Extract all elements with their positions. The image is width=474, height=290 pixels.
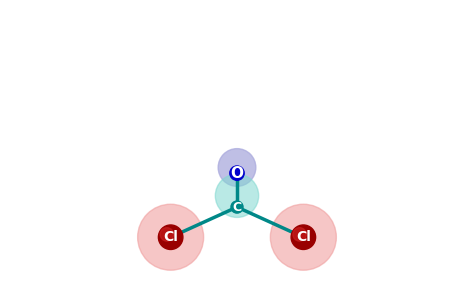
- Text: O: O: [230, 166, 244, 181]
- Ellipse shape: [291, 225, 316, 249]
- Text: C: C: [232, 201, 242, 213]
- Text: Phosgene (COCl₂) Lewis dot structure, molecular geometry or
shape, electron geom: Phosgene (COCl₂) Lewis dot structure, mo…: [6, 24, 468, 73]
- Text: Cl: Cl: [296, 230, 311, 244]
- Text: Cl: Cl: [163, 230, 178, 244]
- Ellipse shape: [270, 204, 337, 270]
- Ellipse shape: [230, 166, 244, 180]
- Ellipse shape: [231, 201, 243, 213]
- Ellipse shape: [160, 228, 173, 241]
- Ellipse shape: [215, 174, 259, 218]
- Ellipse shape: [137, 204, 204, 270]
- Ellipse shape: [293, 228, 306, 241]
- Ellipse shape: [158, 225, 183, 249]
- Ellipse shape: [218, 148, 256, 186]
